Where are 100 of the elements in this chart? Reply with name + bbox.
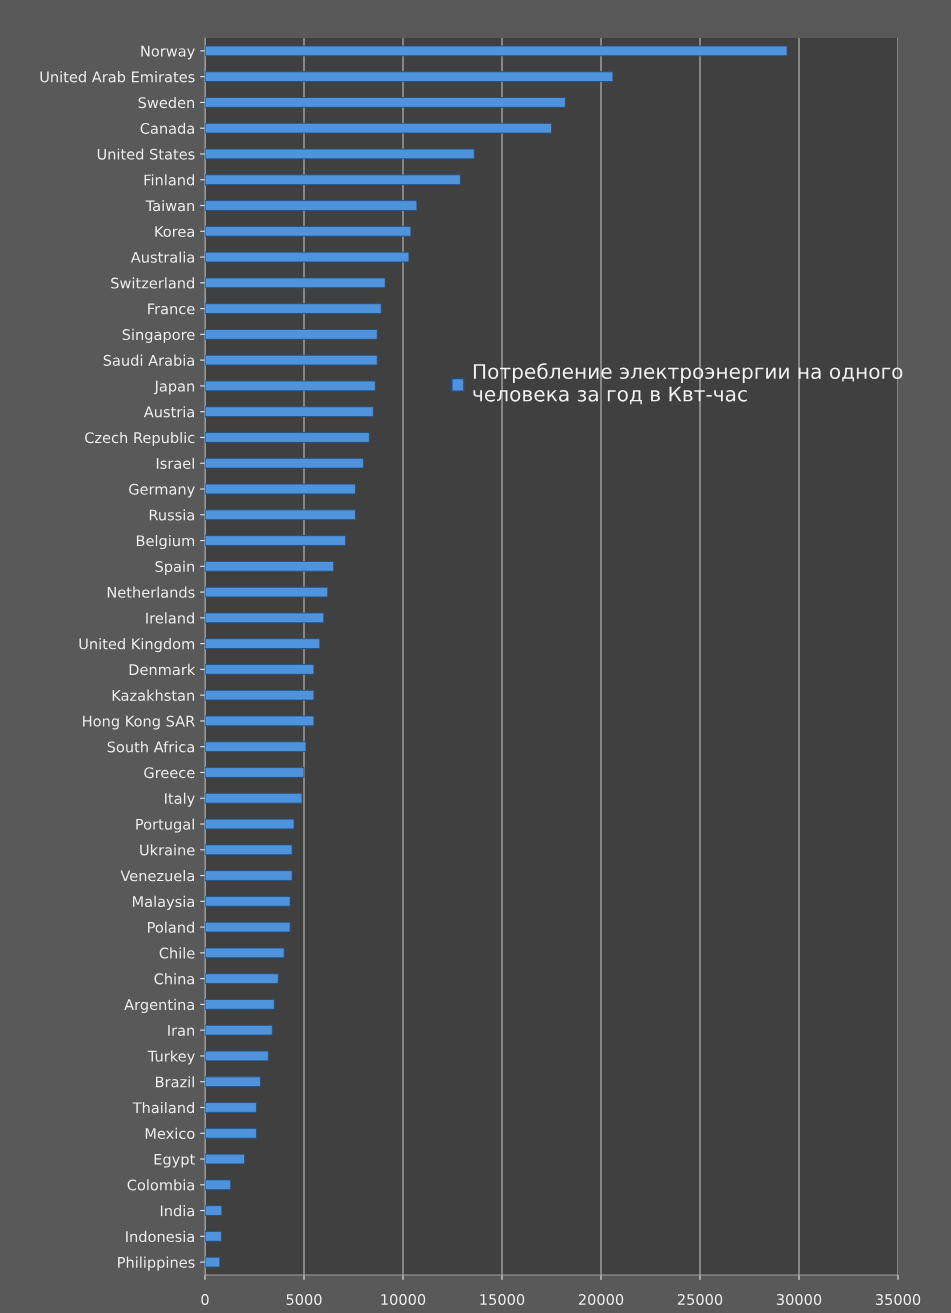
- y-tick-label: South Africa: [107, 741, 194, 753]
- bar: [205, 1205, 223, 1216]
- y-tick-label: Venezuela: [120, 870, 194, 882]
- y-tick-label: Portugal: [136, 818, 194, 833]
- bar: [205, 844, 293, 856]
- y-tick-label: Belgium: [136, 534, 195, 550]
- bar: [205, 999, 275, 1010]
- bar: [205, 1024, 273, 1036]
- bar: [205, 870, 293, 881]
- bar: [205, 329, 378, 340]
- y-tick-label: Taiwan: [145, 199, 195, 212]
- y-tick-label: Philippines: [118, 1256, 195, 1271]
- y-tick-label: Chile: [159, 947, 195, 959]
- y-tick-label: Poland: [148, 921, 194, 933]
- y-tick-label: Turkey: [147, 1050, 195, 1065]
- bar: [205, 148, 475, 160]
- y-tick-label: Russia: [149, 509, 194, 521]
- x-tick-label: 30000: [776, 1294, 822, 1306]
- y-tick-label: Saudi Arabia: [103, 354, 194, 366]
- bar: [205, 97, 566, 108]
- bar: [205, 767, 305, 778]
- bar: [205, 1102, 257, 1113]
- y-tick-label: Indonesia: [126, 1230, 194, 1243]
- bar: [205, 45, 788, 57]
- y-tick-label: Thailand: [132, 1101, 194, 1114]
- x-tick-label: 35000: [875, 1294, 921, 1306]
- bar: [205, 715, 315, 727]
- y-tick-label: Colombia: [127, 1179, 194, 1191]
- bar: [205, 354, 378, 366]
- y-tick-label: Korea: [155, 226, 194, 238]
- y-tick-label: Sweden: [138, 96, 195, 109]
- bar: [205, 432, 370, 443]
- bar: [205, 896, 291, 907]
- y-tick-label: United States: [97, 148, 195, 160]
- x-tick-label: 0: [201, 1294, 209, 1306]
- y-tick-label: Canada: [140, 122, 194, 134]
- bar: [205, 380, 376, 392]
- x-tick-label: 25000: [677, 1294, 723, 1306]
- bar: [205, 1179, 232, 1191]
- bar: [205, 741, 307, 753]
- x-tick-label: 5000: [286, 1294, 322, 1306]
- bar: [205, 818, 295, 830]
- bar: [205, 921, 291, 933]
- bar: [205, 303, 382, 314]
- y-tick-label: Netherlands: [107, 586, 195, 598]
- y-tick-label: United Kingdom: [79, 638, 195, 653]
- bar: [205, 586, 329, 598]
- y-tick-label: Mexico: [145, 1127, 195, 1140]
- bar: [205, 457, 364, 469]
- bar: [205, 122, 552, 134]
- x-tick-label: 10000: [381, 1294, 426, 1306]
- y-tick-label: Spain: [155, 560, 195, 575]
- y-tick-label: Japan: [153, 380, 195, 395]
- bar: [205, 664, 315, 675]
- bar: [205, 483, 356, 495]
- y-tick-label: Hong Kong SAR: [83, 715, 195, 730]
- y-tick-label: Brazil: [156, 1076, 194, 1088]
- y-tick-label: Malaysia: [132, 895, 194, 910]
- y-tick-label: Singapore: [122, 328, 195, 343]
- y-tick-label: France: [148, 303, 195, 315]
- bar: [205, 277, 386, 289]
- bar: [205, 1256, 221, 1268]
- bar: [205, 1076, 261, 1088]
- y-tick-label: Austria: [143, 406, 194, 418]
- bar: [205, 1231, 222, 1242]
- y-tick-label: United Arab Emirates: [40, 71, 195, 83]
- bar: [205, 71, 614, 82]
- bar: [205, 689, 315, 701]
- y-tick-label: Australia: [130, 251, 194, 263]
- y-tick-label: Norway: [141, 45, 195, 60]
- y-tick-label: Ireland: [146, 612, 194, 624]
- y-tick-label: Czech Republic: [85, 431, 195, 447]
- x-tick-label: 20000: [578, 1294, 624, 1306]
- x-tick-label: 15000: [480, 1294, 525, 1306]
- y-tick-label: Germany: [129, 483, 195, 498]
- y-tick-label: Ukraine: [140, 844, 195, 856]
- bar: [205, 560, 335, 572]
- bar: [205, 535, 346, 546]
- y-tick-label: Argentina: [124, 998, 194, 1013]
- y-tick-label: China: [154, 973, 194, 985]
- y-tick-label: Israel: [156, 457, 194, 469]
- y-tick-label: Finland: [144, 174, 194, 186]
- bar: [205, 406, 374, 417]
- bar: [205, 174, 461, 186]
- y-tick-label: Greece: [144, 767, 195, 779]
- bar: [205, 612, 325, 624]
- legend-label: Потребление электроэнергии на одного человека за год в Квт-час: [473, 363, 903, 405]
- bar: [205, 1127, 257, 1139]
- bar: [205, 1050, 269, 1062]
- bar: [205, 792, 303, 804]
- y-tick-label: Switzerland: [111, 277, 194, 289]
- bar: [205, 251, 410, 263]
- bar: [205, 947, 285, 959]
- y-tick-label: Denmark: [129, 663, 196, 676]
- y-tick-label: Iran: [168, 1025, 195, 1036]
- bar: [205, 1153, 246, 1165]
- bar: [205, 973, 279, 984]
- bar: [205, 638, 321, 649]
- bar: [205, 200, 418, 211]
- y-tick-label: India: [160, 1205, 194, 1217]
